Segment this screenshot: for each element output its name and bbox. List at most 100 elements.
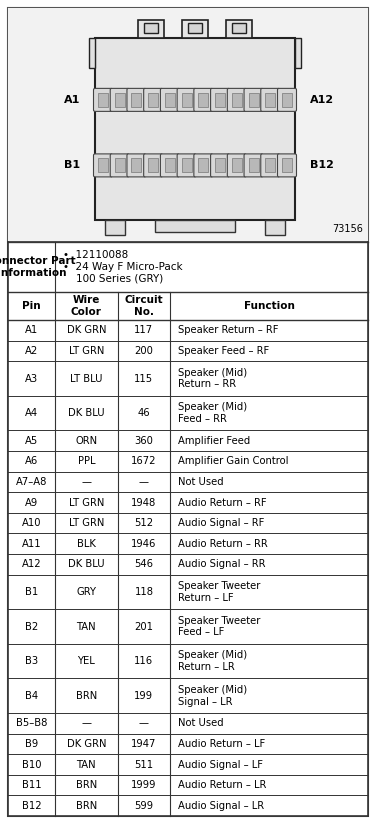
Bar xyxy=(265,158,275,172)
Text: B12: B12 xyxy=(310,161,334,171)
Text: 1672: 1672 xyxy=(131,456,157,466)
Text: A12: A12 xyxy=(21,559,41,569)
Bar xyxy=(8,8,368,242)
FancyBboxPatch shape xyxy=(227,88,246,111)
Bar xyxy=(155,220,235,232)
Text: Speaker Tweeter
Return – LF: Speaker Tweeter Return – LF xyxy=(178,581,260,602)
Bar xyxy=(232,93,242,107)
Bar xyxy=(115,93,125,107)
FancyBboxPatch shape xyxy=(211,154,230,177)
FancyBboxPatch shape xyxy=(244,154,263,177)
Bar xyxy=(8,242,368,816)
Text: B10: B10 xyxy=(22,760,41,770)
FancyBboxPatch shape xyxy=(211,88,230,111)
Bar xyxy=(232,158,242,172)
Text: 117: 117 xyxy=(134,325,153,335)
FancyBboxPatch shape xyxy=(194,88,213,111)
Text: B11: B11 xyxy=(21,780,41,790)
Text: Audio Return – RF: Audio Return – RF xyxy=(178,498,267,508)
Text: BRN: BRN xyxy=(76,801,97,811)
Text: Speaker (Mid)
Signal – LR: Speaker (Mid) Signal – LR xyxy=(178,685,247,706)
Bar xyxy=(98,93,108,107)
Text: A4: A4 xyxy=(25,408,38,418)
Text: 73156: 73156 xyxy=(332,224,363,234)
Text: 511: 511 xyxy=(134,760,153,770)
Text: Speaker (Mid)
Feed – RR: Speaker (Mid) Feed – RR xyxy=(178,402,247,424)
Text: LT BLU: LT BLU xyxy=(70,373,103,383)
Bar xyxy=(182,93,192,107)
Text: DK BLU: DK BLU xyxy=(68,408,105,418)
Text: A1: A1 xyxy=(25,325,38,335)
FancyBboxPatch shape xyxy=(261,88,280,111)
Bar xyxy=(226,20,252,38)
Bar xyxy=(148,93,158,107)
Text: —: — xyxy=(139,719,149,728)
Bar xyxy=(282,158,292,172)
Bar xyxy=(182,158,192,172)
Bar xyxy=(132,93,141,107)
Text: A1: A1 xyxy=(64,95,80,105)
Text: A11: A11 xyxy=(21,539,41,549)
Bar xyxy=(282,93,292,107)
FancyBboxPatch shape xyxy=(227,154,246,177)
Text: LT GRN: LT GRN xyxy=(68,346,104,356)
Text: B2: B2 xyxy=(25,621,38,631)
Bar xyxy=(144,23,158,33)
Text: Audio Return – LF: Audio Return – LF xyxy=(178,739,265,749)
Bar xyxy=(138,20,164,38)
Bar xyxy=(199,93,208,107)
Bar xyxy=(89,38,95,68)
Text: Audio Signal – LR: Audio Signal – LR xyxy=(178,801,264,811)
Bar xyxy=(165,93,175,107)
Bar xyxy=(165,158,175,172)
Text: BRN: BRN xyxy=(76,691,97,700)
Bar xyxy=(295,38,301,68)
FancyBboxPatch shape xyxy=(177,154,196,177)
Text: Pin: Pin xyxy=(22,301,41,311)
FancyBboxPatch shape xyxy=(110,88,129,111)
Text: 199: 199 xyxy=(134,691,153,700)
Bar xyxy=(95,38,295,220)
FancyBboxPatch shape xyxy=(244,88,263,111)
Text: A12: A12 xyxy=(310,95,334,105)
FancyBboxPatch shape xyxy=(194,154,213,177)
Text: B5–B8: B5–B8 xyxy=(16,719,47,728)
Text: 118: 118 xyxy=(134,587,153,597)
Text: ORN: ORN xyxy=(75,436,97,446)
Bar xyxy=(115,158,125,172)
Text: A2: A2 xyxy=(25,346,38,356)
Text: Function: Function xyxy=(244,301,294,311)
Text: Audio Return – LR: Audio Return – LR xyxy=(178,780,266,790)
Text: LT GRN: LT GRN xyxy=(68,498,104,508)
Text: Not Used: Not Used xyxy=(178,719,224,728)
Bar xyxy=(249,158,259,172)
Text: B9: B9 xyxy=(25,739,38,749)
Text: 1946: 1946 xyxy=(131,539,156,549)
Text: Connector Part
Information: Connector Part Information xyxy=(0,256,76,278)
Text: A3: A3 xyxy=(25,373,38,383)
Bar xyxy=(265,220,285,235)
Text: 360: 360 xyxy=(135,436,153,446)
Text: PPL: PPL xyxy=(77,456,95,466)
FancyBboxPatch shape xyxy=(161,154,179,177)
Text: 1947: 1947 xyxy=(131,739,156,749)
Text: 200: 200 xyxy=(135,346,153,356)
FancyBboxPatch shape xyxy=(127,88,146,111)
FancyBboxPatch shape xyxy=(177,88,196,111)
Text: Audio Signal – RF: Audio Signal – RF xyxy=(178,518,264,528)
Text: Wire
Color: Wire Color xyxy=(71,295,102,316)
FancyBboxPatch shape xyxy=(94,88,112,111)
Text: Not Used: Not Used xyxy=(178,477,224,487)
Text: GRY: GRY xyxy=(76,587,96,597)
Text: B4: B4 xyxy=(25,691,38,700)
Text: —: — xyxy=(139,477,149,487)
FancyBboxPatch shape xyxy=(127,154,146,177)
Text: Amplifier Gain Control: Amplifier Gain Control xyxy=(178,456,288,466)
Bar xyxy=(105,220,125,235)
FancyBboxPatch shape xyxy=(261,154,280,177)
Bar xyxy=(188,23,202,33)
FancyBboxPatch shape xyxy=(94,154,112,177)
Text: Circuit
No.: Circuit No. xyxy=(124,295,163,316)
Text: A7–A8: A7–A8 xyxy=(16,477,47,487)
Text: YEL: YEL xyxy=(77,656,95,666)
